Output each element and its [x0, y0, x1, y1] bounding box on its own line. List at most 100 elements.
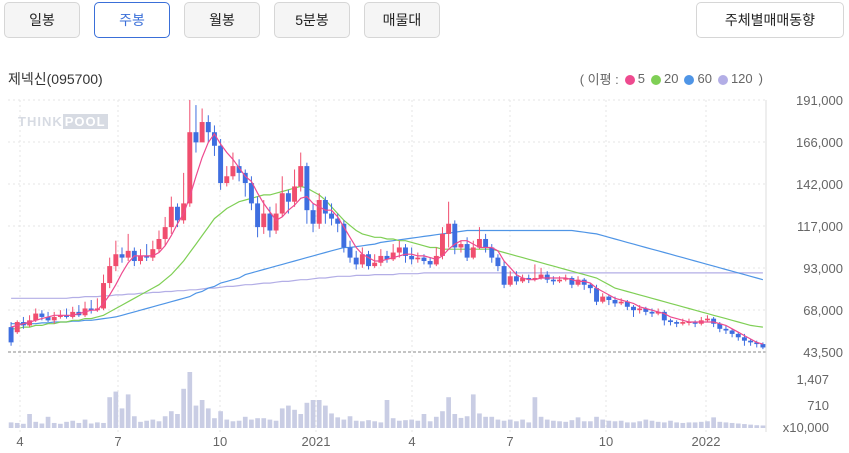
volume-bar [27, 414, 32, 428]
volume-bar [686, 422, 692, 428]
volume-bar [403, 420, 408, 428]
candle-body [631, 306, 636, 311]
volume-bar [748, 424, 753, 428]
volume-bar [230, 421, 236, 428]
candle-body [717, 323, 723, 329]
volume-bar [279, 408, 285, 428]
candle-body [384, 255, 390, 260]
volume-bar [446, 397, 451, 428]
volume-bar [631, 422, 636, 428]
legend-ma60: 60 [684, 71, 712, 86]
price-tick-label: 191,000 [796, 93, 843, 108]
tab-volume-profile[interactable]: 매물대 [364, 2, 440, 38]
volume-bar [729, 422, 735, 428]
candle-body [532, 277, 538, 280]
candle-body [199, 122, 205, 143]
candle-body [396, 247, 402, 253]
thinkpool-watermark: THINK POOL [18, 114, 108, 129]
candle-body [668, 320, 673, 323]
volume-bar [551, 420, 556, 428]
tab-daily[interactable]: 일봉 [4, 2, 80, 38]
tab-weekly[interactable]: 주봉 [94, 2, 170, 38]
volume-bar [64, 421, 69, 428]
legend-label: 20 [664, 71, 679, 86]
candle-body [587, 284, 593, 289]
volume-bar [125, 394, 131, 428]
price-tick-label: 142,000 [796, 177, 843, 192]
candle-body [316, 200, 322, 224]
ma20-line [11, 185, 763, 330]
volume-bar [600, 419, 606, 428]
volume-bar [58, 423, 63, 428]
volume-bar [495, 419, 501, 428]
candle-body [218, 145, 224, 184]
volume-bar [501, 420, 507, 428]
volume-bar [532, 397, 538, 428]
volume-bar [249, 419, 254, 428]
candle-body [729, 330, 735, 334]
investor-trend-button[interactable]: 주체별매매동향 [696, 2, 844, 38]
volume-tick-label: 1,407 [796, 372, 829, 387]
candle-body [458, 244, 464, 248]
volume-bar [637, 421, 643, 428]
volume-bar [409, 419, 414, 428]
volume-bar [754, 425, 760, 428]
tab-monthly[interactable]: 월봉 [184, 2, 260, 38]
candle-body [27, 320, 33, 326]
volume-bar [464, 416, 470, 428]
volume-bar [150, 419, 156, 428]
volume-bar [316, 400, 322, 428]
volume-bar [378, 422, 384, 428]
candle-body [569, 277, 575, 285]
candle-body [236, 166, 242, 173]
volume-bar [415, 420, 421, 428]
volume-bar [193, 405, 199, 428]
volume-bar [649, 420, 655, 428]
volume-bar [396, 420, 402, 428]
volume-bar [563, 421, 569, 428]
volume-bar [661, 422, 667, 428]
volume-bar [101, 422, 106, 428]
candle-body [741, 337, 747, 341]
volume-bar [131, 416, 137, 428]
candle-body [489, 247, 495, 258]
candle-body [45, 316, 51, 321]
volume-bar [458, 417, 464, 428]
volume-bar [711, 417, 716, 428]
x-tick-label: 4 [408, 434, 415, 449]
volume-bar [70, 420, 76, 428]
volume-bar [298, 414, 304, 428]
volume-bar [261, 418, 267, 428]
candle-body [538, 274, 544, 278]
volume-bar [643, 419, 649, 428]
candle-body [649, 311, 655, 314]
volume-bar [483, 416, 488, 428]
legend-dot-icon [717, 74, 728, 85]
candle-body [735, 333, 741, 338]
candle-body [8, 327, 14, 343]
candle-body [483, 238, 489, 248]
volume-bar [440, 411, 445, 428]
volume-bar [335, 417, 341, 428]
candle-body [606, 296, 612, 300]
legend-label: 60 [697, 71, 712, 86]
volume-bar [175, 414, 180, 428]
tab-5min[interactable]: 5분봉 [274, 2, 350, 38]
watermark-b: POOL [62, 114, 108, 129]
candle-body [150, 249, 156, 258]
candle-body [600, 296, 606, 302]
volume-bar [138, 421, 143, 428]
volume-bar [557, 421, 562, 428]
volume-bar [674, 422, 679, 428]
price-tick-label: 43,500 [803, 345, 843, 360]
candle-body [452, 223, 458, 248]
candle-body [507, 276, 513, 285]
candle-body [267, 213, 273, 231]
stock-name: 제넥신(095700) [8, 71, 103, 87]
candle-body [680, 322, 686, 324]
volume-bar [33, 421, 39, 428]
candle-body [421, 257, 427, 262]
candle-body [748, 340, 754, 343]
volume-bar [341, 419, 347, 428]
candle-body [415, 257, 421, 260]
